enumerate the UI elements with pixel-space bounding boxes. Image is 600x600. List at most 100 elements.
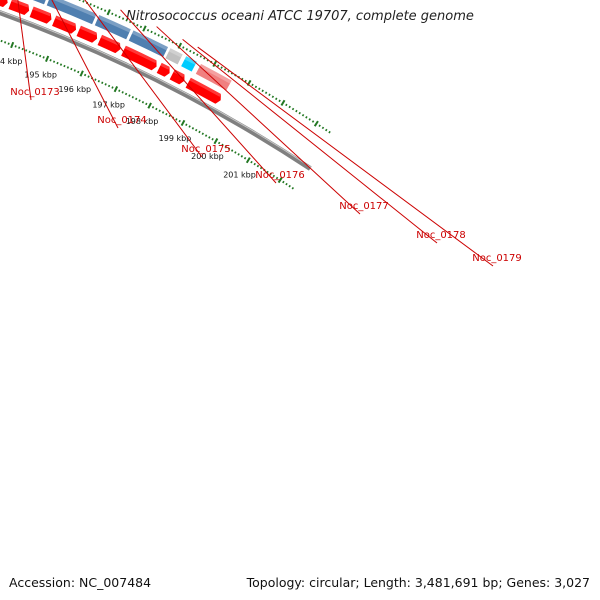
outer-tick (291, 107, 295, 111)
cds-arrow (120, 44, 158, 72)
outer-tick-major (142, 25, 147, 32)
outer-tick (288, 105, 291, 109)
inner-tick (39, 54, 42, 58)
inner-tick (35, 53, 38, 56)
kbp-label: 196 kbp (59, 85, 92, 94)
outer-tick (100, 7, 103, 11)
inner-tick (221, 143, 224, 147)
map-title: Nitrosococcus oceani ATCC 19707, complet… (126, 9, 474, 24)
label-leader-line (156, 26, 361, 215)
cds-arrow (96, 33, 122, 55)
outer-tick (89, 3, 92, 6)
inner-tick (121, 91, 124, 94)
inner-tick (178, 119, 181, 123)
inner-tick (165, 112, 168, 116)
inner-tick (211, 138, 214, 141)
label-leader-line (17, 0, 32, 101)
inner-tick (52, 60, 56, 63)
cog-block-shine (131, 29, 169, 51)
inner-tick (77, 70, 80, 74)
inner-tick (18, 46, 21, 49)
gene-label: Noc_0175 (181, 144, 231, 155)
outer-tick (136, 23, 139, 27)
outer-tick (227, 70, 230, 73)
outer-tick (203, 57, 206, 60)
cds-arrow-shine (189, 77, 222, 97)
inner-tick (70, 67, 73, 71)
outer-tick (82, 0, 85, 3)
inner-tick (128, 94, 131, 97)
cog-block-shine (184, 55, 198, 66)
cds-arrow-shine (100, 34, 121, 46)
cog-block (93, 13, 132, 41)
outer-tick (78, 0, 81, 2)
inner-tick (4, 41, 7, 44)
outer-tick (192, 51, 195, 55)
inner-tick (198, 130, 201, 134)
cog-block (164, 47, 184, 66)
outer-tick-major (280, 99, 286, 106)
inner-tick (185, 123, 188, 126)
outer-tick (311, 120, 315, 123)
backbone-line (0, 10, 312, 171)
inner-tick (275, 176, 279, 180)
outer-tick (308, 118, 311, 121)
inner-tick (97, 79, 100, 83)
outer-tick (150, 30, 153, 34)
cog-block (30, 0, 47, 6)
inner-tick-major (277, 176, 283, 184)
label-leader-line (51, 0, 119, 129)
outer-tick (199, 55, 202, 58)
inner-tick (217, 141, 221, 145)
inner-tick (230, 149, 234, 152)
outer-tick (251, 83, 254, 87)
outer-tick (146, 28, 150, 32)
outer-tick (220, 66, 223, 69)
inner-tick (83, 73, 87, 77)
backbone-track (0, 10, 312, 171)
inner-tick (208, 136, 211, 139)
inner-tick (155, 107, 158, 111)
outer-tick (164, 37, 167, 41)
inner-tick (269, 172, 272, 176)
label-leader-line (182, 38, 438, 244)
inner-tick (138, 99, 141, 102)
inner-tick (285, 182, 288, 186)
outer-tick-major (212, 60, 217, 68)
inner-tick (7, 42, 10, 45)
cds-arrow-shine (54, 14, 76, 27)
outer-tick (153, 32, 157, 35)
outer-tick (325, 128, 328, 132)
inner-tick (282, 180, 285, 184)
label-leader-line (84, 0, 203, 158)
outer-tick-major (106, 9, 111, 16)
kbp-label: 201 kbp (223, 171, 256, 180)
inner-tick (188, 125, 191, 128)
cds-arrow (155, 61, 171, 78)
outer-tick (275, 97, 278, 101)
outer-tick (261, 89, 264, 93)
inner-tick-major (79, 70, 84, 77)
outer-tick (254, 85, 258, 89)
inner-tick (56, 61, 59, 65)
cds-arrow-shine (124, 45, 157, 64)
inner-tick-major (10, 41, 15, 49)
inner-tick-major (213, 138, 219, 145)
cog-block-shine (53, 0, 98, 18)
inner-tick (195, 128, 198, 132)
cog-block-shine (199, 63, 233, 84)
outer-tick (125, 19, 128, 22)
inner-tick (145, 102, 148, 106)
outer-tick (328, 130, 331, 134)
kbp-label: 199 kbp (159, 134, 192, 143)
outer-tick (161, 35, 164, 39)
inner-tick (25, 49, 28, 52)
inner-tick (288, 184, 291, 188)
inner-tick (243, 156, 247, 160)
inner-tick (21, 47, 24, 51)
kbp-label: 195 kbp (24, 71, 57, 80)
cds-track (0, 0, 222, 105)
cds-arrow-shine (79, 25, 98, 36)
inner-tick (227, 147, 231, 150)
inner-tick (224, 145, 227, 149)
